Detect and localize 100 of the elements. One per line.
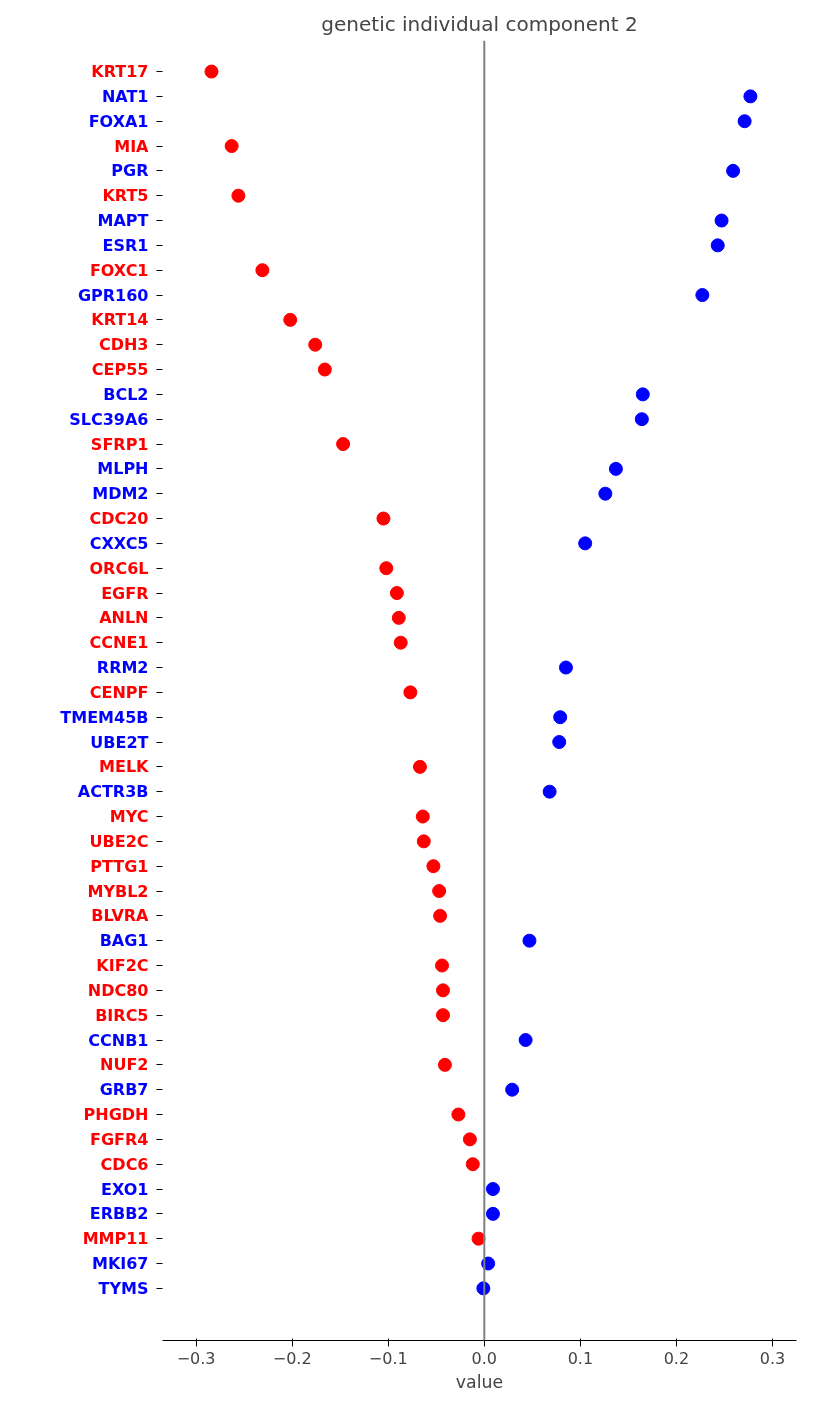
point <box>743 89 758 104</box>
y-tick-label: EXO1 <box>101 1179 149 1199</box>
point <box>403 685 418 700</box>
point <box>416 834 431 849</box>
y-tick-label: PTTG1 <box>90 856 149 876</box>
point <box>433 908 448 923</box>
point <box>462 1132 477 1147</box>
y-tick-label: FOXC1 <box>89 260 149 280</box>
y-tick-label: ERBB2 <box>89 1204 149 1224</box>
point <box>710 238 725 253</box>
point <box>737 114 752 129</box>
point <box>436 983 450 998</box>
y-tick-label: KRT5 <box>102 186 149 206</box>
point <box>317 362 332 377</box>
y-tick-label: CDC20 <box>89 509 149 529</box>
point <box>308 337 323 352</box>
point <box>634 412 649 427</box>
y-tick-label: UBE2T <box>90 732 149 752</box>
y-tick-label: MLPH <box>97 459 149 479</box>
point <box>465 1157 480 1172</box>
point <box>695 288 710 303</box>
point <box>714 213 729 228</box>
y-tick-label: TYMS <box>98 1278 149 1298</box>
y-tick-label: CCNE1 <box>89 633 149 653</box>
point <box>505 1082 520 1097</box>
point <box>518 1033 533 1048</box>
y-tick-label: CDC6 <box>100 1154 149 1174</box>
y-tick-label: KRT14 <box>91 310 149 330</box>
point <box>552 735 567 750</box>
point <box>435 958 450 973</box>
x-axis-title: value <box>455 1371 504 1392</box>
y-tick-label: RRM2 <box>96 658 149 678</box>
point <box>412 759 427 774</box>
y-tick-label: ACTR3B <box>77 782 149 802</box>
y-tick-label: NDC80 <box>87 980 149 1000</box>
y-tick-label: MKI67 <box>91 1254 149 1274</box>
y-tick-label: BCL2 <box>103 384 149 404</box>
y-tick-label: MYBL2 <box>87 881 149 901</box>
y-tick-label: CDH3 <box>98 335 149 355</box>
y-tick-label: BLVRA <box>91 906 150 926</box>
x-tick-label: 0.0 <box>471 1348 498 1368</box>
point <box>224 139 239 154</box>
point <box>608 461 623 476</box>
y-tick-label: NAT1 <box>101 86 149 106</box>
y-tick-label: UBE2C <box>89 831 149 851</box>
y-tick-label: BIRC5 <box>95 1005 149 1025</box>
y-tick-label: NUF2 <box>100 1055 149 1075</box>
point <box>432 884 447 899</box>
point <box>336 437 351 452</box>
point <box>485 1206 500 1221</box>
y-tick-label: SFRP1 <box>90 434 149 454</box>
chart-title: genetic individual component 2 <box>321 11 638 36</box>
y-tick-label: MELK <box>99 757 150 777</box>
y-tick-label: ORC6L <box>89 558 149 578</box>
x-tick-label: −0.2 <box>272 1348 312 1368</box>
point <box>598 486 613 501</box>
x-tick-label: 0.2 <box>663 1348 690 1368</box>
point <box>635 387 650 402</box>
point <box>379 561 394 576</box>
point <box>553 710 568 725</box>
y-tick-label: KRT17 <box>91 62 149 82</box>
point <box>522 933 537 948</box>
point <box>426 859 441 874</box>
y-tick-label: CENPF <box>89 682 149 702</box>
y-tick-label: MAPT <box>97 211 149 231</box>
y-tick-label: FGFR4 <box>90 1129 149 1149</box>
point <box>436 1008 450 1023</box>
y-tick-label: SLC39A6 <box>69 409 149 429</box>
point <box>726 163 741 178</box>
y-tick-label: CEP55 <box>91 360 149 380</box>
y-tick-label: MDM2 <box>92 484 149 504</box>
point <box>204 64 219 79</box>
point <box>283 312 298 327</box>
y-tick-label: MIA <box>114 136 150 156</box>
point <box>558 660 573 675</box>
y-tick-label: MMP11 <box>82 1229 149 1249</box>
y-tick-label: KIF2C <box>96 956 149 976</box>
y-tick-label: TMEM45B <box>60 707 149 727</box>
point <box>255 263 270 278</box>
y-tick-label: CXXC5 <box>89 533 149 553</box>
x-tick-label: 0.1 <box>567 1348 594 1368</box>
point <box>389 586 404 601</box>
point <box>485 1182 500 1197</box>
y-tick-label: PGR <box>111 161 149 181</box>
y-tick-label: ESR1 <box>102 235 149 255</box>
y-tick-label: BAG1 <box>99 931 149 951</box>
x-tick-label: 0.3 <box>759 1348 786 1368</box>
y-tick-label: GRB7 <box>99 1080 149 1100</box>
y-tick-label: GPR160 <box>77 285 149 305</box>
y-tick-label: EGFR <box>101 583 149 603</box>
y-tick-label: FOXA1 <box>88 111 149 131</box>
point <box>376 511 391 526</box>
point <box>391 610 406 625</box>
point <box>451 1107 466 1122</box>
point <box>437 1057 452 1072</box>
y-tick-label: PHGDH <box>83 1105 149 1125</box>
x-tick-label: −0.3 <box>176 1348 216 1368</box>
point <box>231 188 246 203</box>
point <box>393 635 408 650</box>
point <box>578 536 593 551</box>
